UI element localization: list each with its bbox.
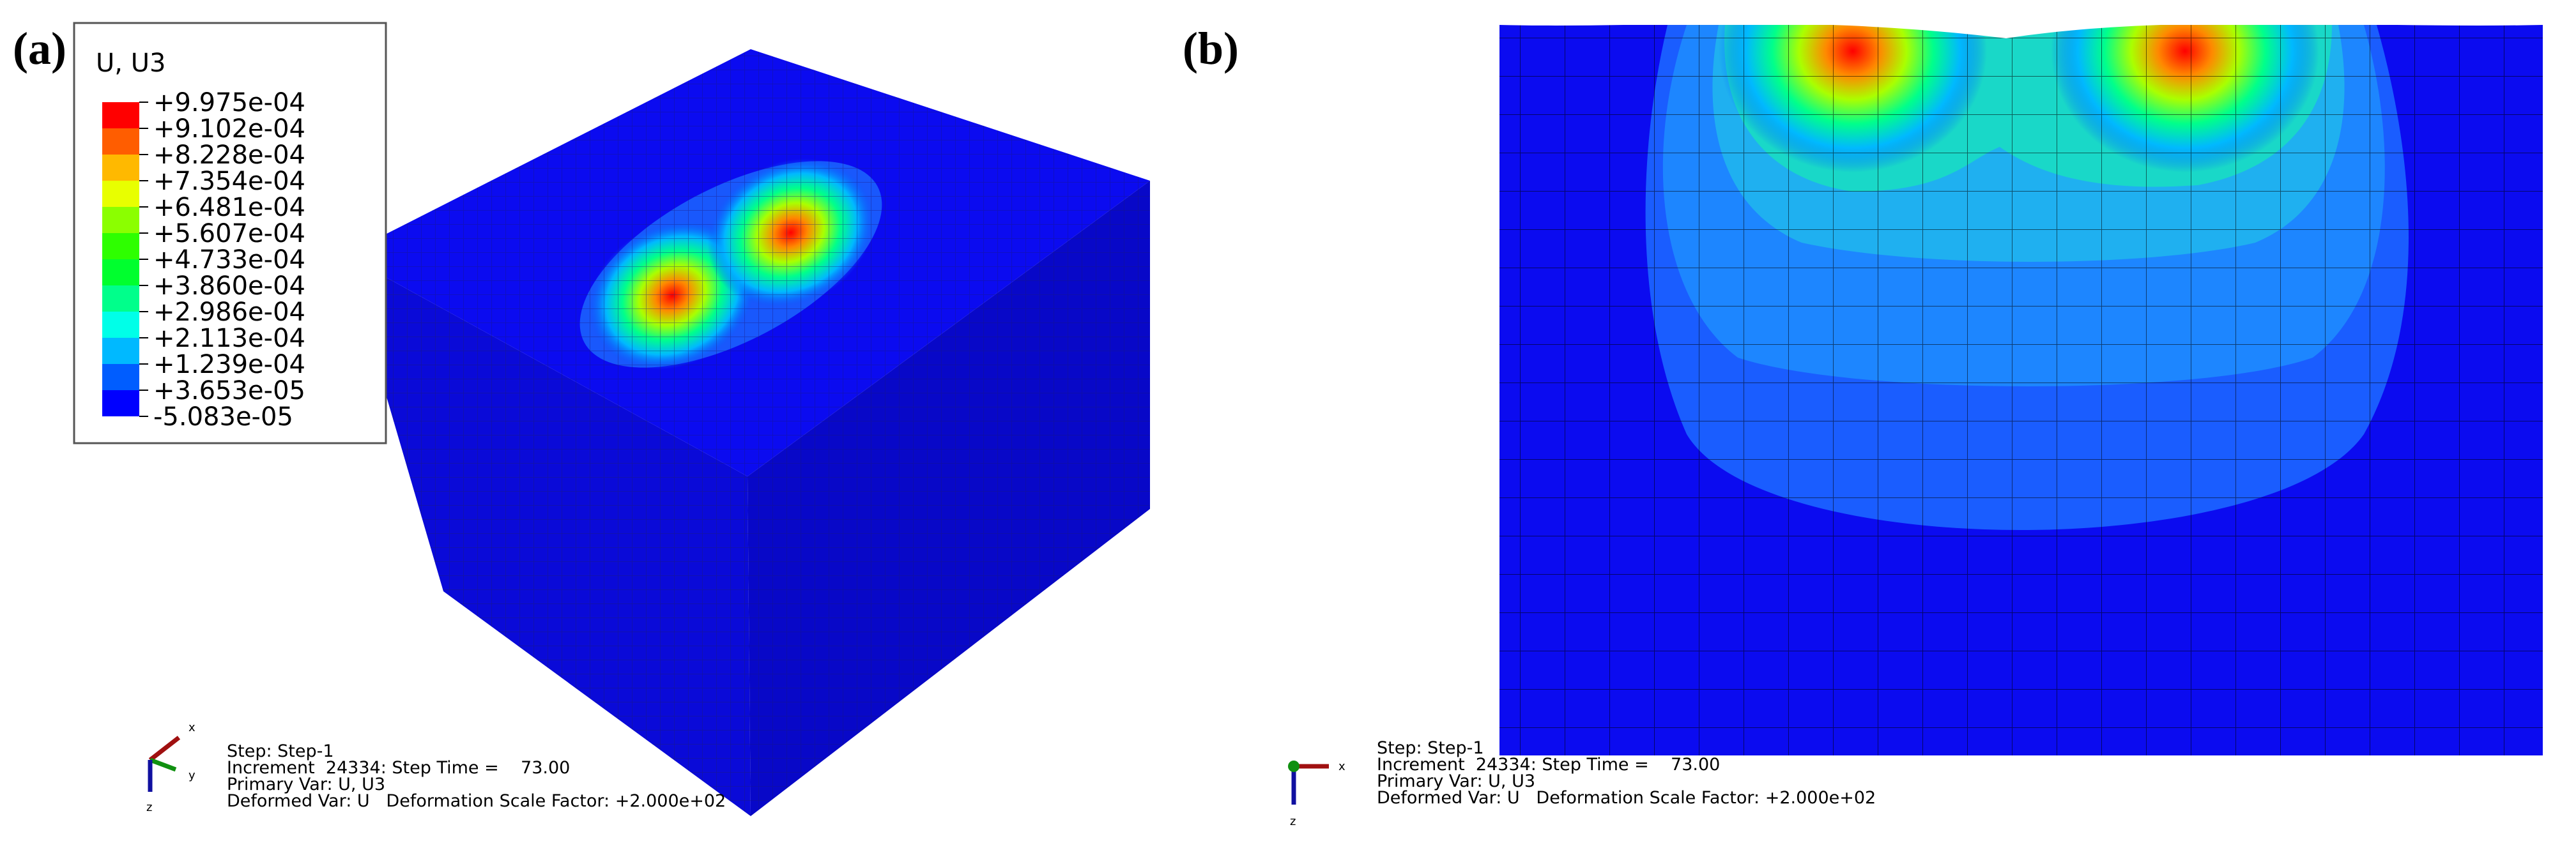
axis-label: x [1338, 760, 1346, 773]
info-line: Increment 24334: Step Time = 73.00 [227, 758, 570, 778]
legend-swatch [102, 364, 139, 390]
legend-swatch [102, 181, 139, 207]
info-line: Primary Var: U, U3 [1377, 771, 1535, 791]
legend-title: U, U3 [96, 49, 165, 78]
legend-swatch [102, 259, 139, 285]
legend-label: +9.975e-04 [153, 88, 305, 117]
legend-label: +3.860e-04 [153, 271, 305, 301]
legend-swatch [102, 233, 139, 259]
legend-swatch [102, 285, 139, 312]
section-view [1499, 25, 2543, 755]
legend-label: +7.354e-04 [153, 167, 305, 196]
legend-label: +9.102e-04 [153, 114, 305, 144]
axis-label: x [188, 721, 195, 734]
info-line: Step: Step-1 [1377, 738, 1484, 758]
info-line: Step: Step-1 [227, 741, 334, 761]
legend-label: -5.083e-05 [153, 402, 293, 432]
legend-label: +2.113e-04 [153, 324, 305, 353]
legend-label: +8.228e-04 [153, 140, 305, 170]
axis-label: z [1290, 815, 1296, 828]
legend: U, U3 +9.975e-04+9.102e-04+8.228e-04+7.3… [73, 22, 387, 444]
legend-swatch [102, 390, 139, 416]
legend-swatch [102, 102, 139, 128]
axis-triad: x z [1288, 760, 1346, 828]
info-line: Primary Var: U, U3 [227, 775, 385, 794]
legend-label: +3.653e-05 [153, 376, 305, 405]
legend-swatch [102, 207, 139, 233]
legend-label: +6.481e-04 [153, 193, 305, 222]
legend-swatch [102, 155, 139, 181]
axis-label: z [146, 801, 152, 814]
cube [345, 49, 1150, 816]
info-line: Increment 24334: Step Time = 73.00 [1377, 755, 1720, 775]
axis-triad: x y z [146, 721, 195, 814]
panel-label: (a) [13, 23, 66, 74]
legend-label: +1.239e-04 [153, 350, 305, 379]
info-line: Deformed Var: U Deformation Scale Factor… [227, 791, 726, 811]
legend-label: +4.733e-04 [153, 245, 305, 275]
info-line: Deformed Var: U Deformation Scale Factor… [1377, 788, 1876, 808]
legend-swatch [102, 128, 139, 155]
panel-label: (b) [1183, 23, 1239, 74]
axis-label: y [188, 769, 195, 782]
legend-label: +5.607e-04 [153, 219, 305, 248]
legend-swatch [102, 312, 139, 338]
legend-label: +2.986e-04 [153, 298, 305, 327]
legend-swatch [102, 338, 139, 364]
